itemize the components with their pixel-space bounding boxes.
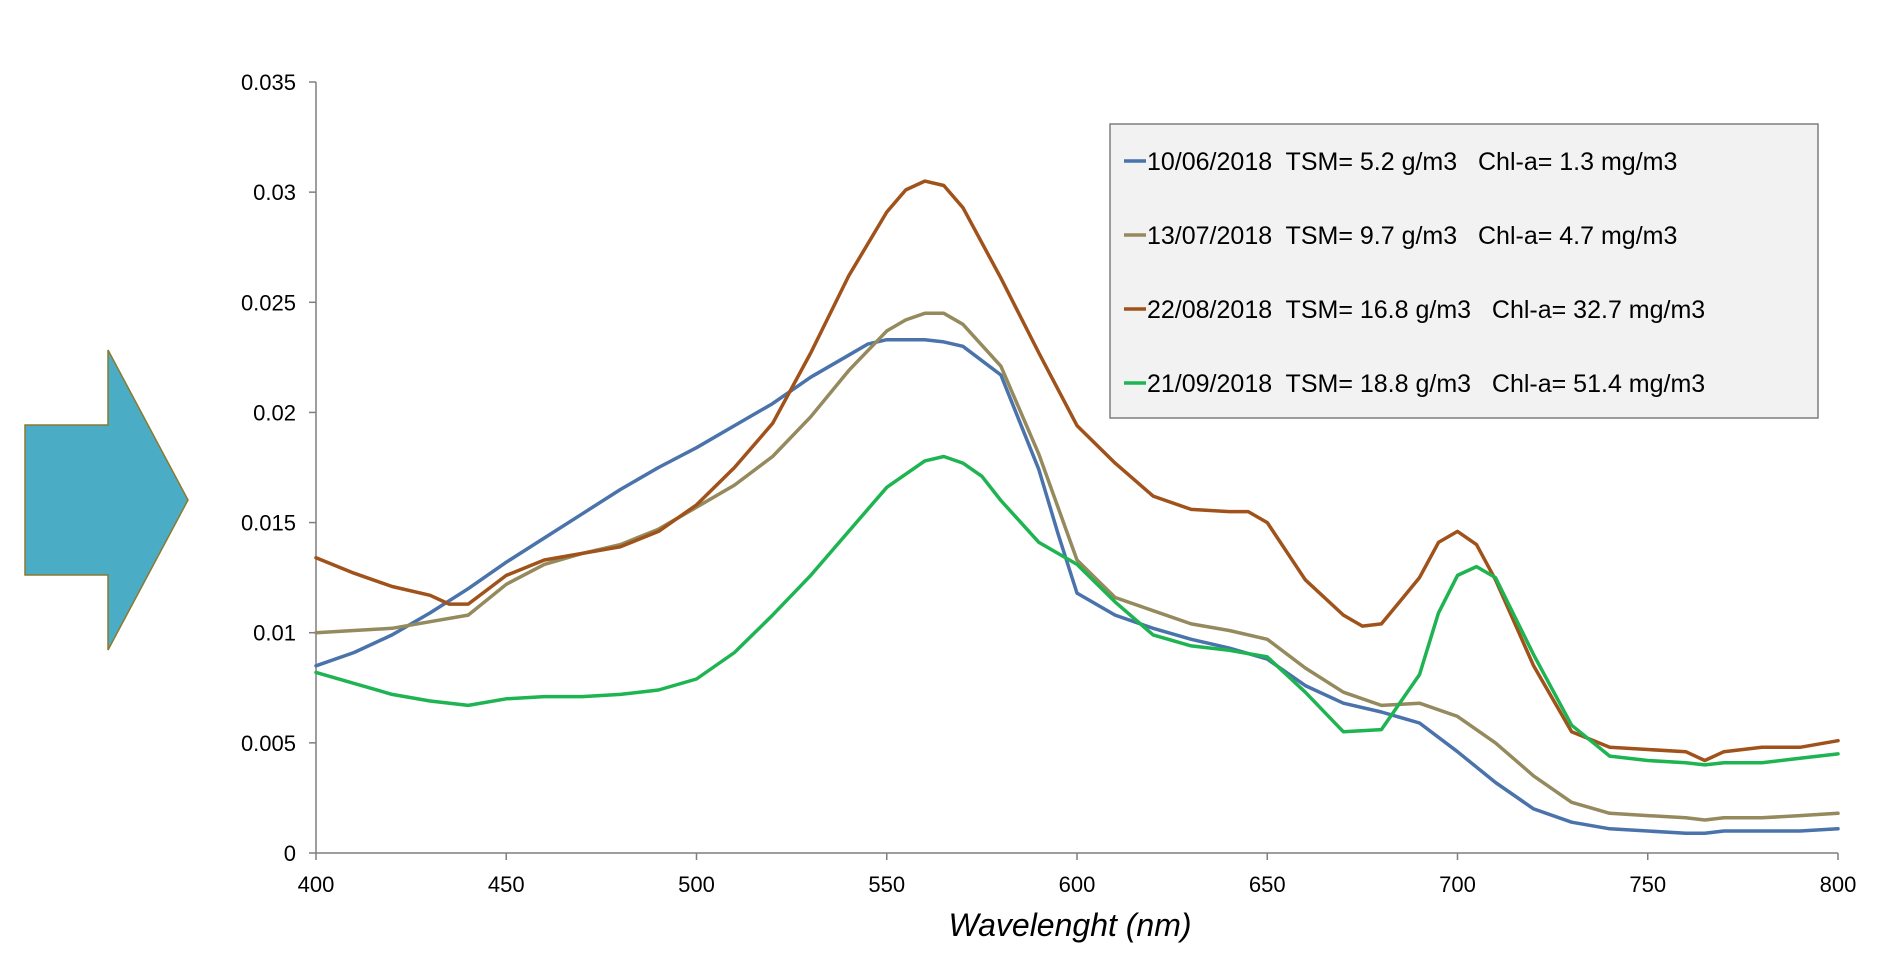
x-tick-label: 600 xyxy=(1059,872,1096,897)
series-line-3 xyxy=(314,179,1840,763)
y-tick-label: 0.02 xyxy=(253,400,296,425)
y-tick-label: 0.025 xyxy=(241,290,296,315)
legend-entry: 10/06/2018 TSM= 5.2 g/m3 Chl-a= 1.3 mg/m… xyxy=(1147,148,1677,176)
right-arrow-icon xyxy=(24,349,189,651)
series-line-1 xyxy=(314,337,1840,835)
axes: 0 0.005 0.01 0.015 0.02 0.025 0.03 0.035 400 450 5… xyxy=(241,70,1856,943)
y-tick-label: 0.005 xyxy=(241,731,296,756)
legend-entry: 21/09/2018 TSM= 18.8 g/m3 Chl-a= 51.4 mg… xyxy=(1147,370,1705,398)
x-tick-label: 750 xyxy=(1629,872,1666,897)
legend-entry: 13/07/2018 TSM= 9.7 g/m3 Chl-a= 4.7 mg/m… xyxy=(1147,222,1677,250)
x-tick-label: 650 xyxy=(1249,872,1286,897)
legend-box xyxy=(1109,123,1819,419)
legend: 10/06/2018 TSM= 5.2 g/m3 Chl-a= 1.3 mg/m… xyxy=(1109,123,1819,419)
y-tick-label: 0.01 xyxy=(253,621,296,646)
x-tick-label: 550 xyxy=(868,872,905,897)
y-tick-label: 0.015 xyxy=(241,511,296,536)
series-line-4 xyxy=(314,454,1840,767)
series-layer xyxy=(314,179,1840,835)
x-tick-label: 400 xyxy=(298,872,335,897)
x-tick-label: 450 xyxy=(488,872,525,897)
y-tick-label: 0.03 xyxy=(253,180,296,205)
x-tick-label: 800 xyxy=(1820,872,1857,897)
x-tick-label: 500 xyxy=(678,872,715,897)
y-tick-label: 0.035 xyxy=(241,70,296,95)
x-axis-title: Wavelenght (nm) xyxy=(948,907,1191,943)
x-tick-label: 700 xyxy=(1439,872,1476,897)
legend-entry: 22/08/2018 TSM= 16.8 g/m3 Chl-a= 32.7 mg… xyxy=(1147,296,1705,324)
y-tick-label: 0 xyxy=(284,841,296,866)
